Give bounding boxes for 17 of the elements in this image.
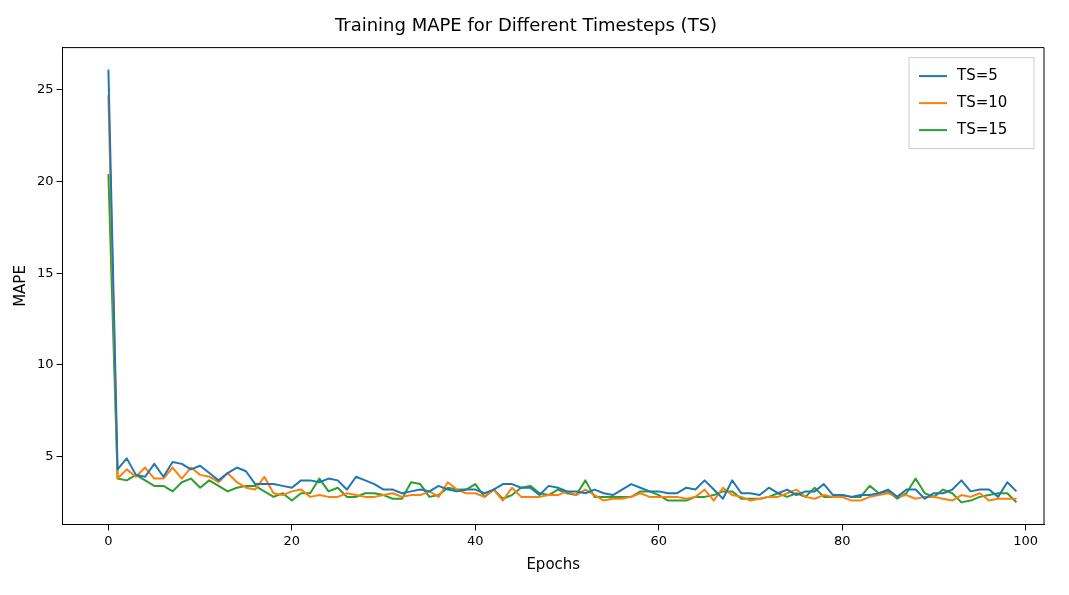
- x-tick-label: 60: [650, 532, 668, 548]
- y-axis-title: MAPE: [10, 265, 29, 307]
- y-tick-label: 15: [37, 264, 54, 280]
- x-axis-title: Epochs: [526, 554, 581, 573]
- x-tick-label: 20: [283, 532, 301, 548]
- legend-label: TS=15: [956, 119, 1008, 138]
- legend-label: TS=5: [956, 65, 998, 84]
- y-tick-label: 5: [45, 447, 54, 463]
- chart-title: Training MAPE for Different Timesteps (TS): [333, 14, 718, 36]
- x-tick-label: 80: [833, 532, 851, 548]
- x-tick-label: 0: [104, 532, 113, 548]
- y-tick-label: 10: [37, 356, 54, 372]
- y-tick-label: 20: [37, 172, 54, 188]
- legend-label: TS=10: [956, 92, 1008, 111]
- y-tick-label: 25: [37, 81, 54, 97]
- x-tick-label: 40: [467, 532, 484, 548]
- x-tick-label: 100: [1013, 532, 1039, 548]
